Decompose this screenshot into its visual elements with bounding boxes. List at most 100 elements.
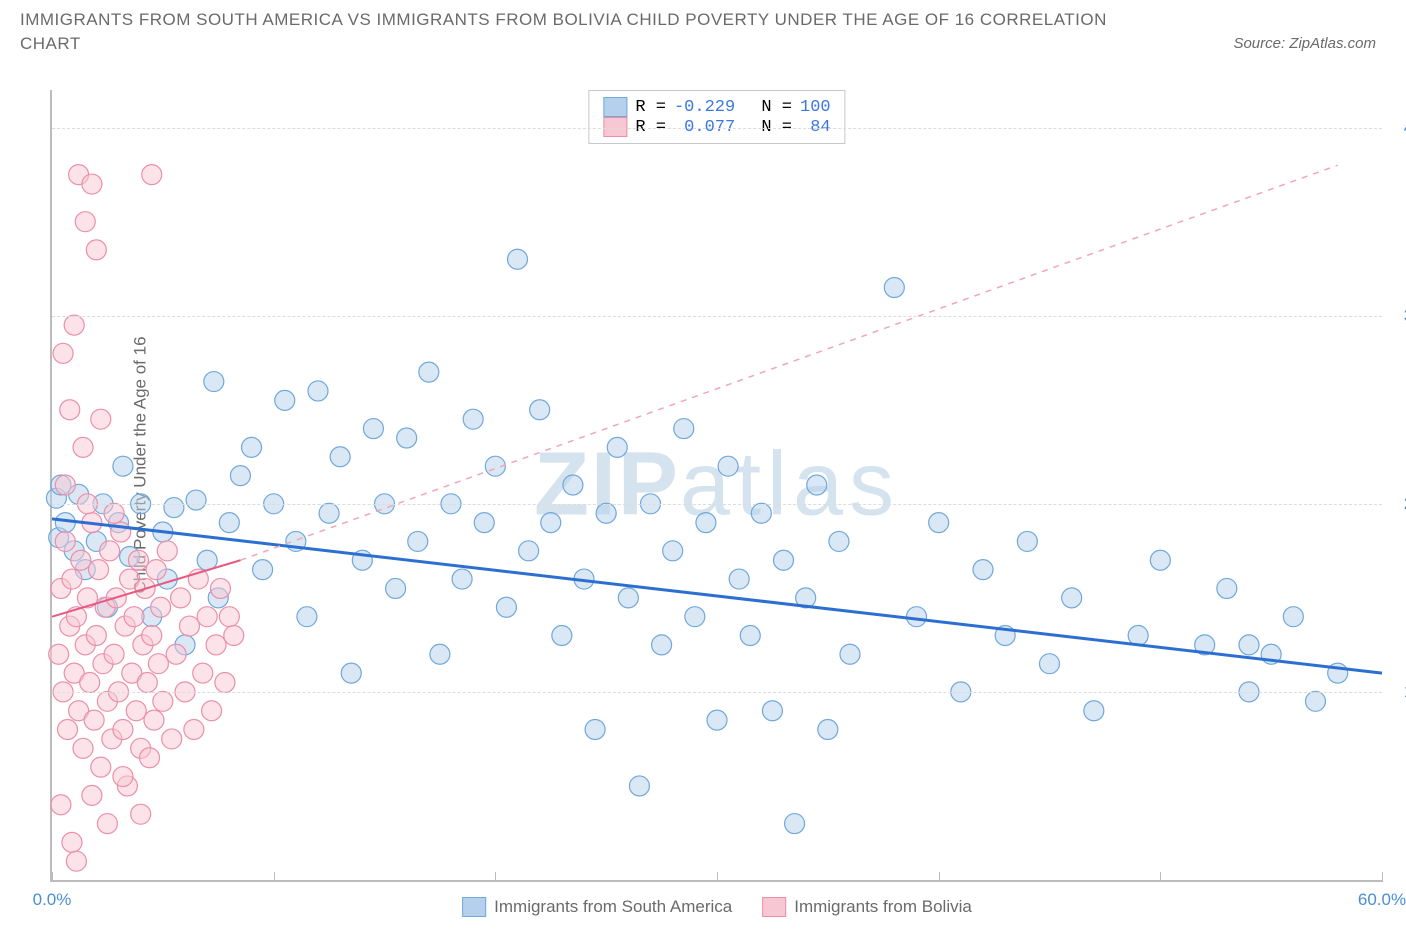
data-point	[1217, 578, 1237, 598]
data-point	[452, 569, 472, 589]
data-point	[308, 381, 328, 401]
legend-swatch-bo-icon	[762, 897, 786, 917]
data-point	[1239, 635, 1259, 655]
data-point	[219, 607, 239, 627]
r-value-sa: -0.229	[674, 98, 735, 117]
data-point	[113, 767, 133, 787]
data-point	[907, 607, 927, 627]
data-point	[607, 437, 627, 457]
data-point	[210, 578, 230, 598]
data-point	[330, 447, 350, 467]
data-point	[104, 503, 124, 523]
x-tick-label: 60.0%	[1358, 890, 1406, 910]
scatter-svg	[52, 90, 1382, 880]
data-point	[202, 701, 222, 721]
data-point	[206, 635, 226, 655]
data-point	[73, 738, 93, 758]
data-point	[785, 814, 805, 834]
data-point	[253, 560, 273, 580]
data-point	[166, 644, 186, 664]
data-point	[142, 625, 162, 645]
data-point	[541, 513, 561, 533]
data-point	[1084, 701, 1104, 721]
data-point	[64, 315, 84, 335]
data-point	[618, 588, 638, 608]
data-point	[496, 597, 516, 617]
data-point	[184, 720, 204, 740]
data-point	[49, 644, 69, 664]
data-point	[762, 701, 782, 721]
data-point	[275, 390, 295, 410]
data-point	[66, 851, 86, 871]
data-point	[1283, 607, 1303, 627]
x-tick	[274, 872, 275, 882]
data-point	[58, 720, 78, 740]
data-point	[151, 597, 171, 617]
data-point	[1062, 588, 1082, 608]
data-point	[140, 748, 160, 768]
data-point	[242, 437, 262, 457]
data-point	[91, 757, 111, 777]
data-point	[224, 625, 244, 645]
data-point	[596, 503, 616, 523]
data-point	[148, 654, 168, 674]
data-point	[319, 503, 339, 523]
data-point	[124, 607, 144, 627]
legend-item-sa: Immigrants from South America	[462, 897, 732, 917]
chart-title: IMMIGRANTS FROM SOUTH AMERICA VS IMMIGRA…	[20, 8, 1120, 56]
data-point	[100, 541, 120, 561]
data-point	[113, 456, 133, 476]
n-label: N =	[761, 98, 792, 117]
data-point	[629, 776, 649, 796]
data-point	[230, 466, 250, 486]
data-point	[131, 804, 151, 824]
data-point	[55, 531, 75, 551]
data-point	[363, 419, 383, 439]
data-point	[397, 428, 417, 448]
gridline	[52, 692, 1382, 693]
r-label: R =	[635, 98, 666, 117]
data-point	[157, 541, 177, 561]
legend-row-sa: R = -0.229 N = 100	[603, 97, 830, 117]
x-tick	[1382, 872, 1383, 882]
data-point	[696, 513, 716, 533]
data-point	[1017, 531, 1037, 551]
data-point	[652, 635, 672, 655]
n-value-sa: 100	[800, 98, 831, 117]
data-point	[663, 541, 683, 561]
data-point	[1150, 550, 1170, 570]
data-point	[75, 212, 95, 232]
data-point	[341, 663, 361, 683]
data-point	[552, 625, 572, 645]
data-point	[186, 490, 206, 510]
data-point	[162, 729, 182, 749]
data-point	[563, 475, 583, 495]
data-point	[751, 503, 771, 523]
data-point	[97, 814, 117, 834]
data-point	[1128, 625, 1148, 645]
legend-label-sa: Immigrants from South America	[494, 897, 732, 917]
data-point	[51, 795, 71, 815]
data-point	[91, 409, 111, 429]
data-point	[80, 673, 100, 693]
y-tick-label: 20.0%	[1392, 494, 1406, 514]
data-point	[128, 550, 148, 570]
data-point	[82, 174, 102, 194]
data-point	[60, 400, 80, 420]
data-point	[84, 710, 104, 730]
data-point	[171, 588, 191, 608]
legend-swatch-sa	[603, 97, 627, 117]
data-point	[86, 240, 106, 260]
data-point	[137, 673, 157, 693]
trend-line	[52, 519, 1382, 673]
data-point	[430, 644, 450, 664]
data-point	[153, 691, 173, 711]
data-point	[463, 409, 483, 429]
data-point	[197, 607, 217, 627]
data-point	[219, 513, 239, 533]
data-point	[142, 165, 162, 185]
data-point	[807, 475, 827, 495]
data-point	[82, 785, 102, 805]
data-point	[62, 569, 82, 589]
data-point	[674, 419, 694, 439]
